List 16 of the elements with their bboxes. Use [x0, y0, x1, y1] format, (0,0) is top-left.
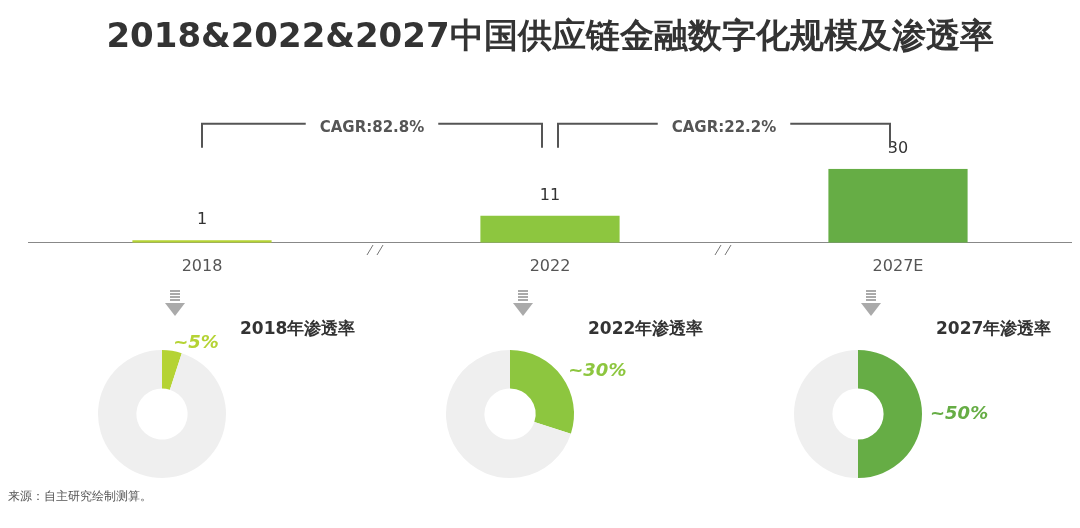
source-note: 来源：自主研究绘制测算。 [8, 488, 153, 505]
text: CAGR:82.8% [319, 117, 425, 136]
x-tick-label: 2018 [181, 255, 223, 275]
text: 2018年渗透率 [240, 318, 356, 339]
chart-title: 2022年渗透率 [588, 318, 704, 339]
text: CAGR:22.2% [671, 117, 777, 136]
data-label: ~5% [173, 330, 219, 352]
data-label: 1 [196, 209, 208, 229]
data-label: ~30% [568, 359, 627, 381]
data-label: ~50% [930, 401, 989, 423]
data-label: 30 [887, 137, 909, 157]
chart-title: 2018&2022&2027中国供应链金融数字化规模及渗透率 [106, 15, 994, 56]
x-tick-label: 2027E [872, 255, 924, 275]
chart-title: 2027年渗透率 [936, 318, 1052, 339]
x-tick-label: 2022 [529, 255, 571, 275]
data-label: 11 [539, 184, 561, 204]
